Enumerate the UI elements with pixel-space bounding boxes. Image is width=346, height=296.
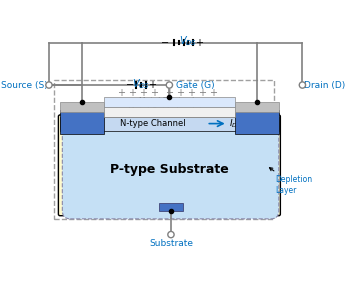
Text: +: +: [148, 80, 156, 90]
Circle shape: [168, 231, 174, 238]
Text: −: −: [161, 38, 169, 48]
Text: +: +: [195, 38, 203, 48]
Text: Gate (G): Gate (G): [176, 81, 214, 89]
Text: N: N: [78, 117, 86, 127]
Text: +: +: [139, 88, 147, 98]
Text: +: +: [128, 88, 136, 98]
Text: Metal Oxide Insulator: Metal Oxide Insulator: [128, 107, 210, 116]
Text: +: +: [151, 88, 158, 98]
Bar: [235, 102, 279, 112]
Circle shape: [299, 82, 306, 88]
Text: $I_D$: $I_D$: [229, 117, 238, 130]
Text: P-type Substrate: P-type Substrate: [110, 163, 229, 176]
Bar: [60, 110, 104, 134]
Bar: [54, 80, 274, 219]
Bar: [159, 203, 183, 211]
Text: N-type Channel: N-type Channel: [120, 119, 186, 128]
Bar: [60, 117, 279, 131]
Text: Drain (D): Drain (D): [304, 81, 345, 89]
Text: +: +: [199, 88, 207, 98]
FancyBboxPatch shape: [58, 115, 280, 216]
Text: Substrate: Substrate: [149, 239, 193, 248]
Circle shape: [46, 82, 52, 88]
Text: +: +: [188, 88, 195, 98]
Text: Metal Electrode: Metal Electrode: [139, 97, 199, 107]
Text: +: +: [209, 88, 218, 98]
FancyBboxPatch shape: [62, 120, 279, 219]
Bar: [235, 110, 279, 134]
Text: Source (S): Source (S): [1, 81, 47, 89]
Text: +: +: [117, 88, 125, 98]
Text: −: −: [126, 80, 134, 90]
Text: N: N: [252, 117, 261, 127]
Text: $V_{DS}$: $V_{DS}$: [179, 35, 197, 49]
Bar: [104, 107, 235, 117]
Text: +: +: [176, 88, 184, 98]
Bar: [104, 97, 235, 107]
Text: $V_{GS}$: $V_{GS}$: [132, 77, 150, 91]
Circle shape: [166, 82, 173, 88]
Bar: [60, 102, 104, 112]
Text: SiO₂: SiO₂: [238, 112, 274, 127]
Text: Depletion
Layer: Depletion Layer: [270, 168, 312, 195]
Text: +: +: [165, 88, 173, 98]
